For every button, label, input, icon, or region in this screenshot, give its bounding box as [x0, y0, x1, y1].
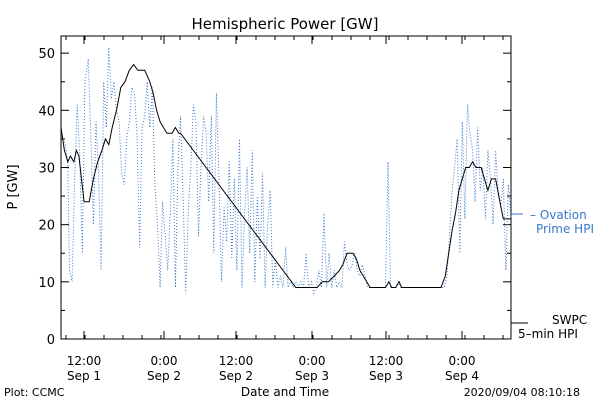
x-tick-date: Sep 3 [295, 369, 329, 383]
x-tick-time: 12:00 [219, 354, 254, 368]
plot-area-frame [60, 35, 512, 340]
x-tick-time: 0:00 [449, 354, 476, 368]
x-tick-date: Sep 2 [147, 369, 181, 383]
x-tick-time: 0:00 [299, 354, 326, 368]
swpc-5min-hpi-line [60, 63, 511, 288]
plot-timestamp: 2020/09/04 08:10:18 [464, 386, 580, 399]
swpc-legend-line1: SWPC [552, 313, 587, 327]
y-tick-label: 20 [38, 219, 55, 234]
x-tick-date: Sep 1 [67, 369, 101, 383]
x-tick-time: 12:00 [369, 354, 404, 368]
x-tick-date: Sep 4 [445, 369, 479, 383]
plot-source-label: Plot: CCMC [4, 386, 65, 399]
x-axis-label: Date and Time [241, 385, 329, 399]
series-layer [60, 47, 512, 295]
x-tick-time: 12:00 [67, 354, 102, 368]
ovation-prime-hpi-line [60, 47, 512, 295]
y-axis: 0 10 20 30 40 50 [38, 47, 511, 348]
y-tick-label: 50 [38, 47, 55, 62]
y-tick-label: 10 [38, 276, 55, 291]
x-tick-date: Sep 3 [369, 369, 403, 383]
chart-title: Hemispheric Power [GW] [192, 15, 379, 33]
ovation-legend-line1: – Ovation [530, 208, 587, 222]
ovation-legend-line2: Prime HPI [536, 222, 594, 236]
y-axis-label: P [GW] [6, 164, 21, 209]
y-tick-label: 40 [38, 104, 55, 119]
x-tick-time: 0:00 [151, 354, 178, 368]
y-tick-label: 30 [38, 161, 55, 176]
x-tick-date: Sep 2 [219, 369, 253, 383]
y-tick-label: 0 [47, 333, 55, 348]
swpc-legend-line2: 5–min HPI [518, 327, 578, 341]
